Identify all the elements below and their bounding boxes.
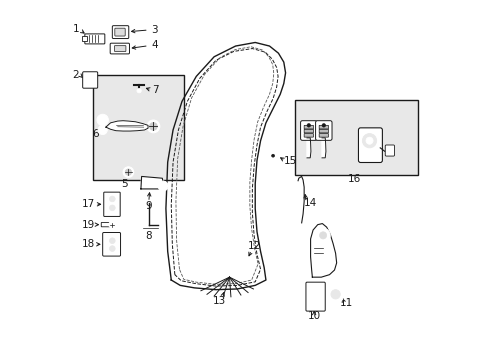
Bar — [93, 75, 183, 180]
Circle shape — [125, 169, 131, 175]
Circle shape — [312, 255, 322, 265]
Text: 8: 8 — [145, 231, 152, 242]
Text: 17: 17 — [81, 199, 95, 209]
Text: 18: 18 — [81, 239, 95, 249]
FancyBboxPatch shape — [304, 134, 313, 137]
Bar — [82, 36, 86, 41]
FancyBboxPatch shape — [304, 125, 313, 129]
FancyBboxPatch shape — [315, 121, 331, 140]
Circle shape — [91, 80, 94, 83]
FancyBboxPatch shape — [304, 129, 313, 133]
Circle shape — [123, 167, 134, 177]
Text: 1: 1 — [72, 24, 79, 34]
Text: 16: 16 — [347, 174, 361, 184]
FancyBboxPatch shape — [319, 129, 328, 133]
FancyBboxPatch shape — [101, 222, 111, 227]
FancyBboxPatch shape — [319, 134, 328, 137]
Circle shape — [109, 205, 115, 211]
Circle shape — [109, 238, 115, 244]
Text: 9: 9 — [145, 201, 152, 211]
Circle shape — [362, 134, 376, 148]
Text: 15: 15 — [283, 157, 296, 166]
Text: 12: 12 — [247, 241, 261, 251]
Text: 14: 14 — [304, 198, 317, 208]
Text: 7: 7 — [152, 85, 159, 95]
FancyBboxPatch shape — [114, 46, 125, 51]
Text: 2: 2 — [72, 69, 79, 80]
Circle shape — [100, 117, 105, 123]
Circle shape — [326, 286, 344, 303]
Circle shape — [108, 221, 116, 228]
FancyBboxPatch shape — [82, 72, 98, 88]
Circle shape — [98, 125, 107, 135]
Circle shape — [109, 246, 115, 251]
Circle shape — [271, 155, 277, 160]
FancyBboxPatch shape — [305, 282, 325, 311]
FancyBboxPatch shape — [115, 28, 125, 36]
Polygon shape — [141, 176, 164, 189]
Circle shape — [97, 114, 108, 126]
Circle shape — [158, 181, 168, 191]
Circle shape — [149, 122, 157, 130]
Text: 6: 6 — [92, 129, 98, 139]
Polygon shape — [306, 138, 310, 158]
Circle shape — [137, 89, 141, 93]
Polygon shape — [106, 121, 148, 131]
FancyBboxPatch shape — [84, 34, 104, 44]
Circle shape — [315, 228, 329, 243]
Text: 19: 19 — [81, 220, 95, 230]
Circle shape — [144, 179, 151, 185]
Text: 11: 11 — [339, 298, 352, 308]
FancyBboxPatch shape — [385, 145, 394, 156]
Circle shape — [330, 290, 340, 299]
Circle shape — [85, 76, 89, 80]
Circle shape — [322, 123, 325, 127]
Text: 3: 3 — [151, 25, 158, 35]
Polygon shape — [322, 138, 325, 158]
Circle shape — [365, 137, 372, 144]
Circle shape — [266, 150, 273, 157]
FancyBboxPatch shape — [112, 26, 128, 39]
FancyBboxPatch shape — [103, 192, 120, 216]
FancyBboxPatch shape — [319, 125, 328, 129]
Text: 13: 13 — [212, 296, 225, 306]
Bar — [294, 100, 417, 175]
Circle shape — [306, 123, 310, 127]
Text: 10: 10 — [307, 311, 320, 321]
Circle shape — [101, 128, 104, 132]
FancyBboxPatch shape — [102, 233, 121, 256]
Circle shape — [319, 232, 326, 239]
Polygon shape — [310, 224, 336, 277]
Text: 4: 4 — [151, 40, 158, 50]
Circle shape — [147, 120, 160, 133]
Circle shape — [109, 196, 115, 202]
FancyBboxPatch shape — [358, 128, 382, 162]
FancyBboxPatch shape — [110, 43, 129, 54]
Circle shape — [271, 154, 274, 157]
FancyBboxPatch shape — [300, 121, 316, 140]
Text: 5: 5 — [121, 179, 127, 189]
